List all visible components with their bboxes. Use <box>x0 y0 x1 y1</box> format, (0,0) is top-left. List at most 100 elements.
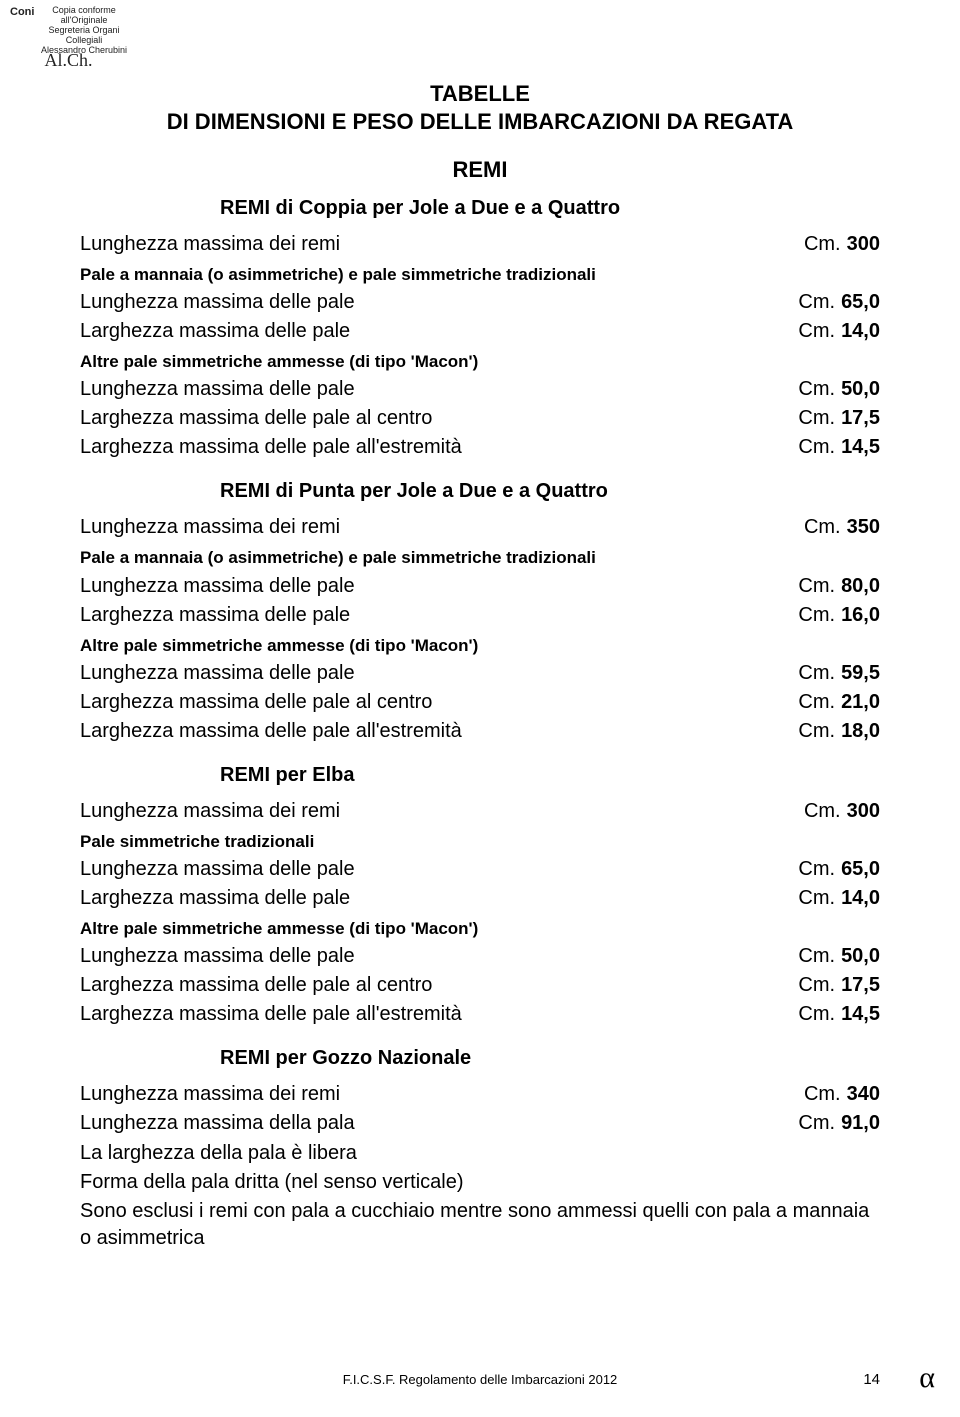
section-heading: REMI di Punta per Jole a Due e a Quattro <box>80 480 880 503</box>
spec-value: 14,5 <box>841 436 880 458</box>
page-subtitle: REMI <box>80 157 880 183</box>
spec-value-wrap: Cm.50,0 <box>798 375 880 404</box>
spec-label: Lunghezza massima delle pale <box>80 855 798 884</box>
value-prefix: Cm. <box>804 516 841 538</box>
spec-value: 65,0 <box>841 291 880 313</box>
page-content: TABELLE DI DIMENSIONI E PESO DELLE IMBAR… <box>0 0 960 1312</box>
value-prefix: Cm. <box>798 291 835 313</box>
spec-label: Lunghezza massima delle pale <box>80 659 798 688</box>
value-prefix: Cm. <box>798 604 835 626</box>
value-prefix: Cm. <box>804 1083 841 1105</box>
spec-value-wrap: Cm. 14,5 <box>798 433 880 462</box>
footer-text: F.I.C.S.F. Regolamento delle Imbarcazion… <box>343 1372 618 1387</box>
spec-row: Lunghezza massima delle paleCm. 65,0 <box>80 288 880 317</box>
page-footer: F.I.C.S.F. Regolamento delle Imbarcazion… <box>0 1372 960 1387</box>
value-prefix: Cm. <box>798 720 835 742</box>
spec-subnote: Pale simmetriche tradizionali <box>80 828 880 855</box>
spec-value-wrap: Cm.80,0 <box>798 572 880 601</box>
spec-label: Lunghezza massima della pala <box>80 1109 798 1138</box>
spec-label: Lunghezza massima dei remi <box>80 513 804 542</box>
spec-label: Lunghezza massima dei remi <box>80 230 804 259</box>
spec-row: Larghezza massima delle pale al centroCm… <box>80 404 880 433</box>
spec-value: 14,0 <box>841 320 880 342</box>
spec-label: Lunghezza massima delle pale <box>80 572 798 601</box>
value-prefix: Cm. <box>798 436 835 458</box>
header-stamp: Coni Copia conforme all'Originale Segret… <box>10 6 127 66</box>
spec-value-wrap: Cm. 16,0 <box>798 601 880 630</box>
spec-row: Lunghezza massima delle paleCm.50,0 <box>80 375 880 404</box>
stamp-signature: Al.Ch. <box>10 55 127 66</box>
spec-label: Lunghezza massima dei remi <box>80 1080 804 1109</box>
footer-page-number: 14 <box>863 1371 880 1388</box>
section-heading: REMI per Gozzo Nazionale <box>80 1047 880 1070</box>
spec-row: Larghezza massima delle pale all'estremi… <box>80 433 880 462</box>
spec-value-wrap: Cm. 59,5 <box>798 659 880 688</box>
value-prefix: Cm. <box>798 945 835 967</box>
value-prefix: Cm. <box>798 662 835 684</box>
spec-value-wrap: Cm.14,5 <box>798 1000 880 1029</box>
spec-value: 17,5 <box>841 974 880 996</box>
spec-label: Lunghezza massima delle pale <box>80 375 798 404</box>
spec-row: Lunghezza massima delle paleCm. 59,5 <box>80 659 880 688</box>
spec-subnote: Pale a mannaia (o asimmetriche) e pale s… <box>80 261 880 288</box>
spec-row: Lunghezza massima dei remiCm.300 <box>80 797 880 826</box>
spec-note: Forma della pala dritta (nel senso verti… <box>80 1169 880 1196</box>
spec-value: 17,5 <box>841 407 880 429</box>
page-title-line1: TABELLE <box>80 80 880 108</box>
value-prefix: Cm. <box>804 233 841 255</box>
spec-row: Larghezza massima delle pale al centroCm… <box>80 971 880 1000</box>
spec-subnote: Altre pale simmetriche ammesse (di tipo … <box>80 915 880 942</box>
spec-value: 21,0 <box>841 691 880 713</box>
spec-label: Larghezza massima delle pale al centro <box>80 971 798 1000</box>
spec-value-wrap: Cm. 14,0 <box>798 317 880 346</box>
spec-value: 18,0 <box>841 720 880 742</box>
spec-note: Sono esclusi i remi con pala a cucchiaio… <box>80 1198 880 1252</box>
spec-row: Lunghezza massima dei remiCm.350 <box>80 513 880 542</box>
spec-value-wrap: Cm.50,0 <box>798 942 880 971</box>
spec-label: Lunghezza massima dei remi <box>80 797 804 826</box>
spec-label: Larghezza massima delle pale all'estremi… <box>80 1000 798 1029</box>
spec-value: 91,0 <box>841 1112 880 1134</box>
spec-subnote: Altre pale simmetriche ammesse (di tipo … <box>80 348 880 375</box>
spec-value-wrap: Cm.340 <box>804 1080 880 1109</box>
spec-value-wrap: Cm.350 <box>804 513 880 542</box>
spec-label: Larghezza massima delle pale al centro <box>80 404 798 433</box>
spec-row: Larghezza massima delle pale all'estremi… <box>80 1000 880 1029</box>
spec-value-wrap: Cm. 18,0 <box>798 717 880 746</box>
value-prefix: Cm. <box>798 1003 835 1025</box>
spec-row: Larghezza massima delle pale all'estremi… <box>80 717 880 746</box>
sections-container: REMI di Coppia per Jole a Due e a Quattr… <box>80 197 880 1252</box>
spec-value: 80,0 <box>841 575 880 597</box>
spec-subnote: Pale a mannaia (o asimmetriche) e pale s… <box>80 544 880 571</box>
value-prefix: Cm. <box>798 974 835 996</box>
spec-value: 14,0 <box>841 887 880 909</box>
spec-row: Larghezza massima delle paleCm.14,0 <box>80 884 880 913</box>
spec-label: Lunghezza massima delle pale <box>80 288 798 317</box>
spec-value: 300 <box>847 800 880 822</box>
spec-label: Larghezza massima delle pale al centro <box>80 688 798 717</box>
spec-value-wrap: Cm. 300 <box>804 230 880 259</box>
spec-row: Lunghezza massima delle paleCm.65,0 <box>80 855 880 884</box>
spec-row: Lunghezza massima dei remiCm. 300 <box>80 230 880 259</box>
value-prefix: Cm. <box>798 378 835 400</box>
spec-value-wrap: Cm.14,0 <box>798 884 880 913</box>
spec-value: 59,5 <box>841 662 880 684</box>
footer-initial: α <box>919 1361 935 1395</box>
spec-label: Larghezza massima delle pale all'estremi… <box>80 433 798 462</box>
value-prefix: Cm. <box>798 320 835 342</box>
value-prefix: Cm. <box>798 407 835 429</box>
spec-row: Lunghezza massima della palaCm.91,0 <box>80 1109 880 1138</box>
spec-value-wrap: Cm. 17,5 <box>798 971 880 1000</box>
spec-row: Lunghezza massima delle paleCm.80,0 <box>80 572 880 601</box>
spec-label: Larghezza massima delle pale all'estremi… <box>80 717 798 746</box>
spec-row: Larghezza massima delle pale al centroCm… <box>80 688 880 717</box>
spec-label: Larghezza massima delle pale <box>80 601 798 630</box>
spec-value: 300 <box>847 233 880 255</box>
value-prefix: Cm. <box>798 691 835 713</box>
spec-label: Larghezza massima delle pale <box>80 317 798 346</box>
spec-row: Lunghezza massima delle paleCm.50,0 <box>80 942 880 971</box>
section-heading: REMI di Coppia per Jole a Due e a Quattr… <box>80 197 880 220</box>
spec-note: La larghezza della pala è libera <box>80 1140 880 1167</box>
value-prefix: Cm. <box>798 858 835 880</box>
spec-value: 16,0 <box>841 604 880 626</box>
